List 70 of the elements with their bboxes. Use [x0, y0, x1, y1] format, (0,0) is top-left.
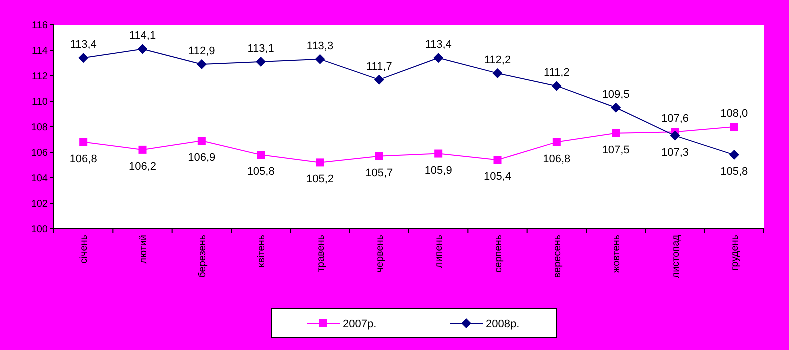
- point: [670, 130, 680, 141]
- data-label: 105,4: [484, 171, 512, 184]
- data-label: 113,3: [306, 40, 334, 52]
- data-label: 109,5: [602, 88, 630, 101]
- y-tick-label: 116: [32, 20, 48, 32]
- point: [494, 156, 502, 164]
- y-tick-label: 114: [32, 46, 48, 57]
- x-tick-label: серпень: [493, 235, 504, 273]
- data-label: 106,2: [128, 160, 157, 173]
- data-label: 108,0: [720, 108, 748, 120]
- point: [434, 150, 443, 158]
- data-label: 105,2: [306, 174, 334, 186]
- x-tick-label: листопад: [670, 234, 682, 278]
- data-label: 112,9: [188, 46, 216, 58]
- x-tick-label: вересень: [552, 235, 564, 278]
- point: [492, 68, 503, 78]
- data-label: 105,9: [424, 164, 452, 177]
- data-label: 107,3: [661, 146, 690, 159]
- x-tick-label: червень: [374, 235, 386, 273]
- y-tick-label: 112: [32, 72, 48, 82]
- data-label: 107,5: [602, 144, 630, 156]
- point: [434, 53, 444, 64]
- data-label: 106,8: [543, 153, 571, 166]
- x-tick-label: квітень: [256, 235, 268, 268]
- x-tick-label: липень: [434, 235, 446, 268]
- point: [138, 44, 148, 54]
- data-label: 106,8: [70, 153, 98, 166]
- x-tick-label: травень: [316, 235, 327, 272]
- point: [729, 150, 740, 160]
- x-tick-label: лютий: [138, 235, 150, 264]
- data-label: 113,4: [425, 39, 452, 52]
- data-label: 106,9: [188, 152, 216, 164]
- x-tick-label: березень: [197, 235, 208, 278]
- data-label: 105,7: [366, 167, 394, 180]
- point: [198, 137, 206, 146]
- x-tick-label: грудень: [730, 235, 741, 271]
- point: [374, 74, 384, 85]
- point: [78, 53, 89, 64]
- x-tick-label: січень: [79, 235, 90, 264]
- point: [552, 138, 561, 146]
- legend-label: 2008р.: [486, 318, 520, 330]
- y-tick-label: 100: [31, 224, 48, 236]
- point: [375, 152, 384, 160]
- data-label: 107,6: [661, 113, 690, 126]
- point: [138, 146, 147, 154]
- data-label: 113,1: [248, 42, 274, 55]
- data-label: 105,8: [720, 166, 748, 178]
- data-label: 111,2: [544, 67, 570, 80]
- data-label: 114,1: [129, 30, 156, 42]
- point: [730, 123, 738, 131]
- point: [552, 81, 562, 92]
- point: [196, 60, 207, 70]
- data-label: 112,2: [484, 54, 512, 66]
- point: [611, 102, 622, 113]
- point: [256, 56, 266, 67]
- point: [257, 151, 266, 160]
- x-tick-label: жовтень: [612, 235, 623, 274]
- point: [316, 158, 324, 167]
- y-tick-label: 106: [31, 148, 48, 159]
- legend-label: 2007р.: [343, 318, 377, 330]
- data-label: 113,4: [70, 39, 97, 52]
- data-label: 105,8: [247, 166, 275, 178]
- point: [80, 138, 88, 146]
- point: [612, 129, 620, 138]
- y-tick-label: 108: [31, 122, 48, 134]
- y-tick-label: 102: [31, 199, 48, 210]
- data-label: 111,7: [366, 60, 392, 73]
- y-tick-label: 104: [31, 174, 48, 184]
- y-tick-label: 110: [32, 97, 48, 108]
- point: [315, 54, 326, 64]
